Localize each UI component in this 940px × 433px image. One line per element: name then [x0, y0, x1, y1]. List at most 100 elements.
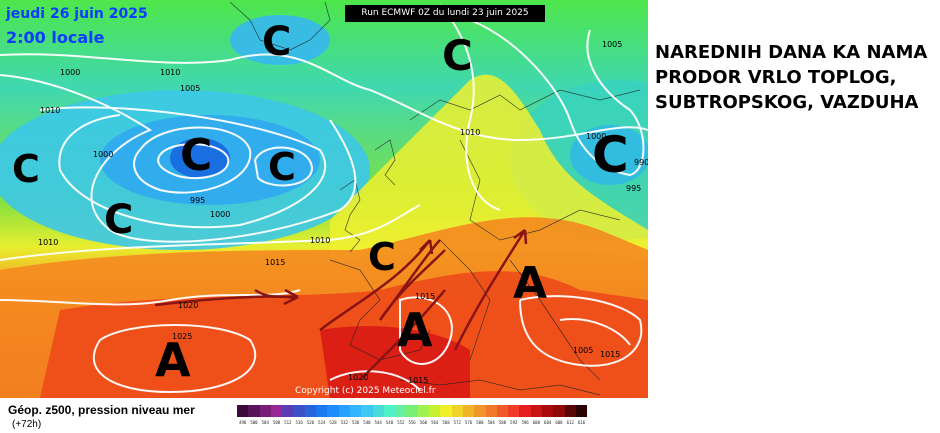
legend-swatch	[361, 405, 373, 417]
legend-swatch	[564, 405, 576, 417]
legend-swatch	[485, 405, 497, 417]
legend-tick-label: 544	[374, 420, 382, 425]
isobar-label: 1000	[60, 68, 81, 77]
legend-tick-label: 580	[476, 420, 484, 425]
forecast-date: jeudi 26 juin 2025	[6, 6, 148, 22]
legend-tick-label: 500	[250, 420, 258, 425]
isobar-label: 1005	[180, 84, 201, 93]
isobar-label: 1010	[38, 238, 59, 247]
legend-swatch	[508, 405, 520, 417]
legend-tick-label: 504	[261, 420, 269, 425]
isobar-label: 1005	[602, 40, 623, 49]
isobar-label: 1015	[408, 376, 429, 385]
color-scale-ticks: 496 500 504 508 512 516 520 524 528 532 536 540 544 5…	[237, 420, 587, 425]
legend-tick-label: 540	[363, 420, 371, 425]
legend-tick-label: 496	[239, 420, 247, 425]
legend-swatch	[575, 405, 588, 417]
legend-swatch	[237, 405, 249, 417]
legend-tick-label: 584	[487, 420, 495, 425]
copyright-notice: Copyright (c) 2025 Meteociel.fr	[295, 386, 436, 396]
legend-swatch	[429, 405, 441, 417]
isobar-label: 995	[190, 196, 206, 205]
legend-swatch	[372, 405, 384, 417]
legend-swatch	[406, 405, 418, 417]
model-run-label: Run ECMWF 0Z du lundi 23 juin 2025	[345, 5, 545, 22]
isobar-label: 1010	[160, 68, 181, 77]
legend-tick-label: 600	[532, 420, 540, 425]
low-pressure-symbol: C	[368, 235, 396, 279]
legend-swatch	[553, 405, 565, 417]
legend-swatch	[519, 405, 531, 417]
legend-tick-label: 512	[284, 420, 292, 425]
isobar-label: 1000	[586, 132, 607, 141]
legend-tick-label: 532	[340, 420, 348, 425]
legend-swatch	[327, 405, 339, 417]
legend-tick-label: 568	[442, 420, 450, 425]
legend-swatch	[316, 405, 328, 417]
headline-line: PRODOR VRLO TOPLOG,	[655, 67, 897, 88]
low-pressure-symbol: C	[268, 145, 296, 189]
color-scale-legend	[237, 405, 588, 417]
warm-advection-arrows	[154, 228, 528, 381]
chart-title: Géop. z500, pression niveau mer	[8, 403, 195, 417]
legend-tick-label: 520	[306, 420, 315, 425]
legend-tick-label: 608	[555, 420, 563, 425]
high-pressure-symbol: A	[513, 258, 548, 309]
legend-tick-label: 616	[577, 420, 586, 425]
legend-tick-label: 576	[464, 420, 473, 425]
high-pressure-symbol: A	[155, 333, 191, 387]
forecast-time: 2:00 locale	[6, 28, 105, 47]
legend-tick-label: 556	[408, 420, 416, 425]
isobar-label: 1015	[265, 258, 286, 267]
isobars	[0, 4, 648, 394]
legend-tick-label: 560	[419, 420, 428, 425]
isobar-label: 1015	[600, 350, 621, 359]
isobar-label: 1005	[573, 346, 594, 355]
legend-tick-label: 548	[385, 420, 394, 425]
isobar-label: 990	[634, 158, 648, 167]
coastlines	[229, 1, 641, 396]
legend-tick-label: 604	[544, 420, 552, 425]
legend-swatch	[349, 405, 362, 417]
legend-swatch	[282, 405, 294, 417]
isobar-label: 1010	[40, 106, 61, 115]
isobar-label: 1020	[178, 301, 199, 310]
legend-swatch	[338, 405, 350, 417]
forecast-lead-time: (+72h)	[12, 419, 42, 430]
legend-swatch	[259, 405, 271, 417]
legend-swatch	[440, 405, 452, 417]
headline-line: SUBTROPSKOG, VAZDUHA	[655, 92, 919, 113]
isobar-label: 1000	[93, 150, 114, 159]
headline-annotation: NAREDNIH DANA KA NAMA PRODOR VRLO TOPLOG…	[655, 40, 937, 115]
low-pressure-symbol: C	[592, 126, 629, 184]
low-pressure-symbol: C	[180, 130, 213, 181]
warm-air-tongue	[330, 74, 648, 261]
legend-swatch	[248, 405, 260, 417]
isobar-label: 995	[626, 184, 642, 193]
isobar-label: 1010	[310, 236, 331, 245]
legend-tick-label: 508	[272, 420, 281, 425]
legend-swatch	[304, 405, 317, 417]
legend-tick-label: 572	[453, 420, 461, 425]
legend-swatch	[270, 405, 283, 417]
legend-tick-label: 592	[510, 420, 518, 425]
isobar-label: 1000	[210, 210, 231, 219]
isobar-label: 1025	[172, 332, 193, 341]
legend-tick-label: 552	[397, 420, 405, 425]
legend-tick-label: 516	[295, 420, 303, 425]
legend-tick-label: 524	[318, 420, 326, 425]
weather-map: jeudi 26 juin 2025 2:00 locale Run ECMWF…	[0, 0, 648, 398]
low-pressure-symbol: C	[104, 197, 134, 243]
low-pressure-symbol: C	[262, 19, 292, 65]
legend-swatch	[496, 405, 509, 417]
legend-swatch	[417, 405, 430, 417]
legend-tick-label: 596	[521, 420, 529, 425]
isobar-label: 1020	[348, 373, 369, 382]
headline-line: NAREDNIH DANA KA NAMA	[655, 42, 928, 63]
high-pressure-symbol: A	[397, 303, 433, 357]
legend-swatch	[542, 405, 554, 417]
isobar-label: 1010	[460, 128, 481, 137]
isobar-label: 1015	[415, 292, 436, 301]
legend-swatch	[383, 405, 396, 417]
legend-tick-label: 536	[352, 420, 360, 425]
